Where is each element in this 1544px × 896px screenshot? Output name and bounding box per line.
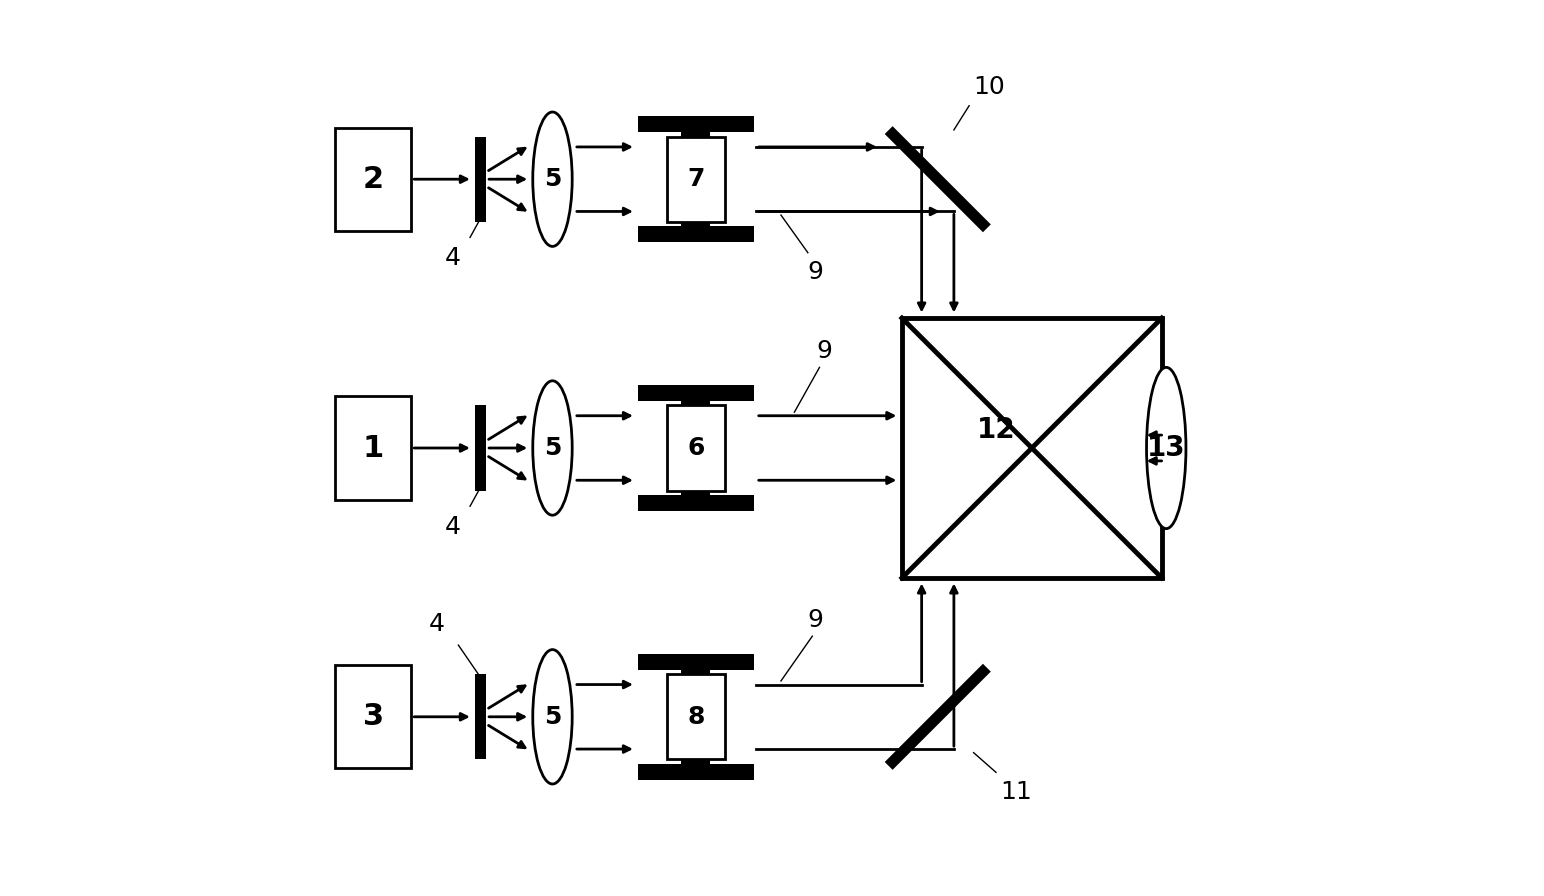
- Text: 9: 9: [817, 339, 832, 363]
- Text: 12: 12: [977, 416, 1016, 444]
- Ellipse shape: [1147, 367, 1186, 529]
- Bar: [681, 131, 710, 138]
- Text: 6: 6: [687, 436, 704, 460]
- Bar: [681, 400, 710, 407]
- Bar: [667, 674, 726, 759]
- Bar: [335, 396, 411, 499]
- Bar: [638, 495, 753, 511]
- Text: 4: 4: [445, 515, 462, 539]
- Bar: [638, 654, 753, 670]
- Bar: [335, 665, 411, 768]
- Text: 3: 3: [363, 702, 384, 731]
- Bar: [681, 668, 710, 676]
- Text: 5: 5: [543, 168, 560, 191]
- Bar: [902, 318, 1161, 578]
- Text: 9: 9: [808, 260, 823, 284]
- Ellipse shape: [533, 112, 573, 246]
- Text: 4: 4: [429, 612, 445, 636]
- Text: 2: 2: [363, 165, 384, 194]
- Bar: [476, 136, 486, 221]
- Bar: [638, 763, 753, 780]
- Bar: [681, 488, 710, 495]
- Text: 11: 11: [1001, 780, 1033, 804]
- Text: 7: 7: [687, 168, 704, 191]
- Bar: [638, 384, 753, 401]
- Text: 4: 4: [445, 246, 462, 271]
- Ellipse shape: [533, 650, 573, 784]
- Ellipse shape: [533, 381, 573, 515]
- Bar: [667, 136, 726, 221]
- Bar: [638, 226, 753, 242]
- Bar: [335, 127, 411, 230]
- Bar: [638, 116, 753, 132]
- Bar: [476, 674, 486, 759]
- Text: 10: 10: [974, 74, 1005, 99]
- Text: 5: 5: [543, 705, 560, 728]
- Text: 8: 8: [687, 705, 704, 728]
- Bar: [476, 405, 486, 491]
- Text: 1: 1: [363, 434, 384, 462]
- Bar: [681, 220, 710, 227]
- Text: 9: 9: [808, 607, 823, 632]
- Bar: [681, 757, 710, 764]
- Text: 13: 13: [1147, 434, 1186, 462]
- Text: 5: 5: [543, 436, 560, 460]
- Bar: [667, 405, 726, 491]
